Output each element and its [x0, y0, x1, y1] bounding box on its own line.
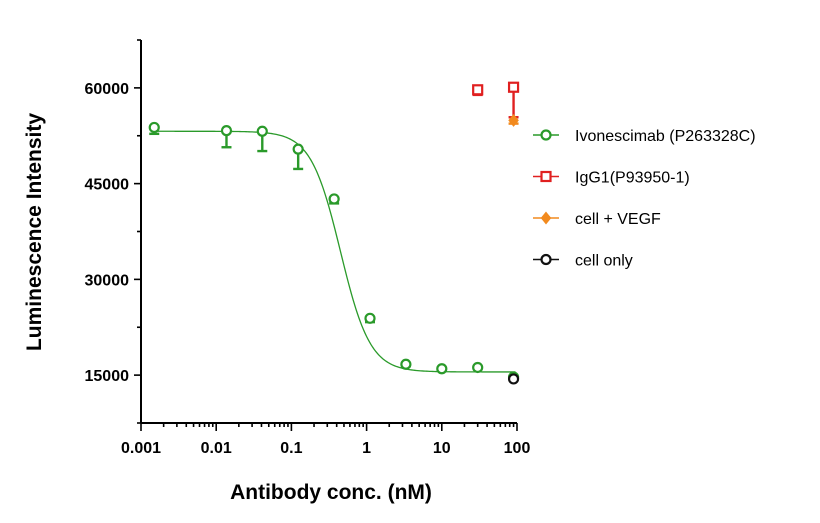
data-point [292, 143, 304, 155]
series-1 [472, 81, 520, 119]
legend-label: IgG1(P93950-1) [575, 170, 690, 187]
y-tick-label: 45000 [85, 177, 130, 194]
x-tick-label: 0.01 [201, 440, 232, 457]
y-tick-label: 30000 [85, 272, 130, 289]
series-2 [508, 113, 519, 127]
data-point [220, 125, 233, 137]
series-3 [507, 373, 520, 385]
data-point [256, 125, 268, 137]
y-tick-label: 15000 [85, 368, 130, 385]
data-point [507, 81, 520, 93]
y-tick-label: 60000 [85, 81, 130, 98]
data-point [507, 373, 520, 385]
x-axis-title: Antibody conc. (nM) [230, 481, 432, 504]
legend-label: Ivonescimab (P263328C) [575, 128, 756, 145]
fit-curve [154, 130, 516, 373]
x-tick-label: 1 [362, 440, 371, 457]
data-point [508, 113, 519, 127]
x-tick-label: 0.1 [280, 440, 302, 457]
axes: 15000 30000 45000 60000 0.001 0.01 0.1 1 10 100 [85, 39, 531, 457]
legend-marker [540, 253, 552, 266]
legend: Ivonescimab (P263328C) IgG1(P93950-1) cell… [533, 128, 756, 270]
data-point [148, 121, 160, 134]
legend-label: cell only [575, 253, 633, 270]
legend-marker [540, 170, 552, 183]
legend-marker [540, 211, 552, 225]
x-tick-label: 10 [433, 440, 451, 457]
series-0 [148, 121, 520, 383]
fit-curve-layer [154, 130, 516, 373]
data-point [436, 363, 448, 375]
data-point [472, 361, 484, 374]
data-point [328, 193, 340, 205]
x-tick-label: 100 [504, 440, 531, 457]
data-points-layer [148, 81, 520, 385]
data-point [364, 312, 376, 324]
legend-marker [540, 129, 552, 141]
data-point [472, 84, 484, 96]
x-tick-label: 0.001 [121, 440, 161, 457]
y-axis-title: Luminescence Intensity [23, 113, 46, 351]
data-point [400, 358, 412, 370]
legend-label: cell + VEGF [575, 211, 661, 228]
